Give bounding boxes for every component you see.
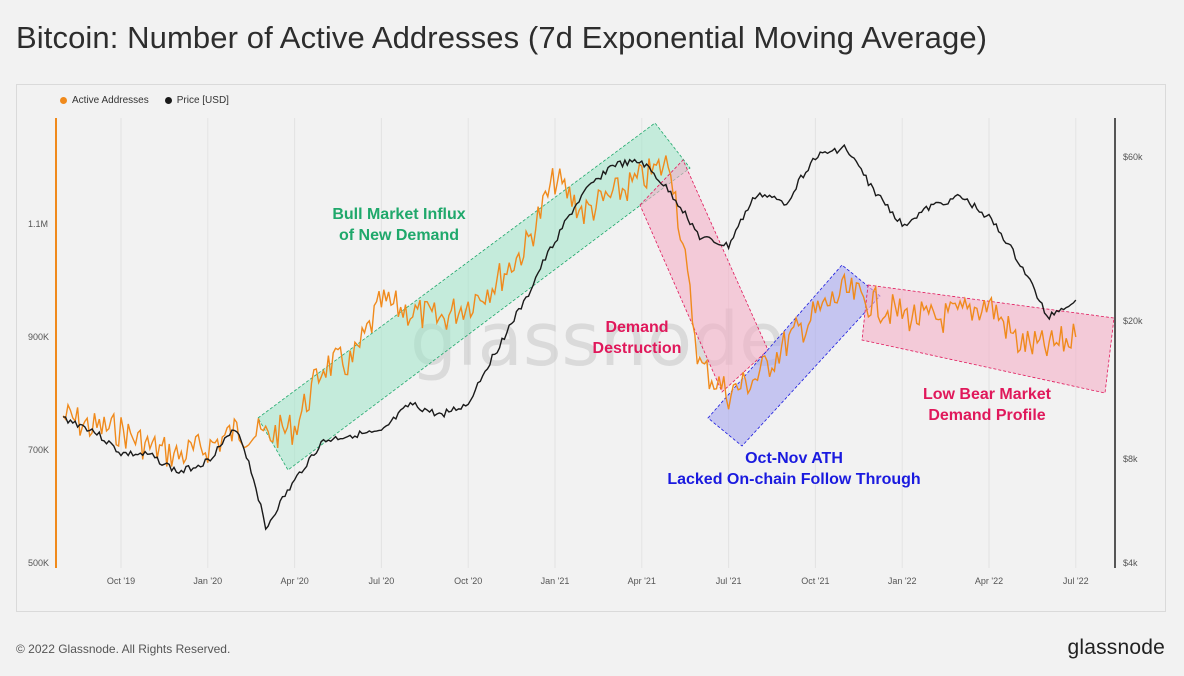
legend-dot-price-icon xyxy=(164,97,172,104)
legend-dot-active-icon xyxy=(60,97,67,104)
annotation-label: Bull Market Influx xyxy=(332,206,465,223)
x-tick-label: Jan '21 xyxy=(541,576,570,586)
y-left-tick-label: 700K xyxy=(28,445,49,455)
x-tick-label: Oct '19 xyxy=(107,576,135,586)
y-right-tick-label: $8k xyxy=(1123,454,1138,464)
y-right-tick-label: $4k xyxy=(1123,558,1138,568)
x-tick-label: Jan '20 xyxy=(193,576,222,586)
annotation-label: Oct-Nov ATH xyxy=(745,450,843,467)
legend-label-active: Active Addresses xyxy=(72,95,149,106)
x-tick-label: Oct '21 xyxy=(801,576,829,586)
x-tick-label: Apr '21 xyxy=(628,576,656,586)
brand-logo: glassnode xyxy=(1067,636,1165,659)
x-tick-label: Oct '20 xyxy=(454,576,482,586)
x-tick-label: Jul '22 xyxy=(1063,576,1089,586)
annotation-label: Demand Profile xyxy=(928,407,1045,424)
annotation-label: Demand xyxy=(605,319,668,336)
band-low-bear xyxy=(861,284,1115,394)
y-left-tick-label: 900K xyxy=(28,332,49,342)
y-left-tick-label: 500K xyxy=(28,558,49,568)
x-tick-label: Jan '22 xyxy=(888,576,917,586)
y-right-tick-label: $60k xyxy=(1123,152,1143,162)
chart-title: Bitcoin: Number of Active Addresses (7d … xyxy=(16,20,988,55)
series-line-price xyxy=(63,143,1077,531)
series-line-active-addresses xyxy=(62,155,1077,467)
legend-item-active[interactable]: Active Addresses xyxy=(60,95,149,106)
x-tick-label: Jul '21 xyxy=(716,576,742,586)
annotation-label: Lacked On-chain Follow Through xyxy=(667,471,920,488)
annotation-label: Destruction xyxy=(593,340,682,357)
x-tick-label: Apr '20 xyxy=(280,576,308,586)
copyright-text: © 2022 Glassnode. All Rights Reserved. xyxy=(16,642,231,656)
y-left-tick-label: 1.1M xyxy=(28,219,48,229)
legend-item-price[interactable]: Price [USD] xyxy=(164,95,229,106)
legend-label-price: Price [USD] xyxy=(176,95,229,106)
chart-legend[interactable]: Active Addresses Price [USD] xyxy=(60,95,229,106)
x-tick-label: Apr '22 xyxy=(975,576,1003,586)
y-right-tick-label: $20k xyxy=(1123,316,1143,326)
annotation-label: of New Demand xyxy=(339,227,459,244)
annotation-label: Low Bear Market xyxy=(923,386,1052,403)
x-tick-label: Jul '20 xyxy=(369,576,395,586)
